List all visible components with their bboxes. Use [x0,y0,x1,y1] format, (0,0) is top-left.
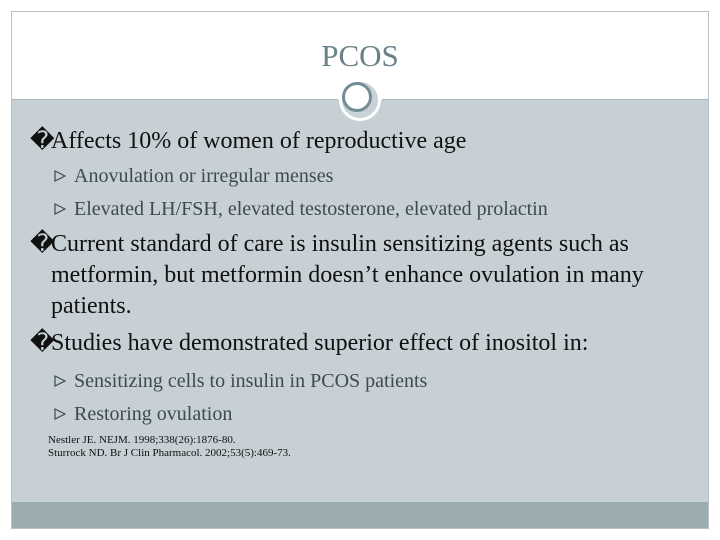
references: Nestler JE. NEJM. 1998;338(26):1876-80. … [30,434,695,460]
sub-bullet-item: Restoring ovulation [30,401,695,428]
bullet-item: �Affects 10% of women of reproductive ag… [30,126,695,157]
bullet-glyph-icon: � [30,128,55,154]
bullet-glyph-icon: � [30,231,55,257]
slide-frame [11,11,709,529]
chevron-right-icon [54,375,66,387]
sub-bullet-text: Elevated LH/FSH, elevated testosterone, … [74,198,548,220]
sub-bullet-item: Sensitizing cells to insulin in PCOS pat… [30,368,695,395]
bullet-text: Studies have demonstrated superior effec… [51,330,589,356]
reference-line: Sturrock ND. Br J Clin Pharmacol. 2002;5… [48,447,291,459]
title-divider-right [382,99,708,100]
bullet-text: Affects 10% of women of reproductive age [51,128,467,154]
sub-bullet-text: Anovulation or irregular menses [74,165,334,187]
chevron-right-icon [54,170,66,182]
slide-content: �Affects 10% of women of reproductive ag… [30,126,695,460]
sub-bullet-text: Restoring ovulation [74,403,233,425]
bullet-item: �Current standard of care is insulin sen… [30,229,695,322]
content-background [12,100,708,502]
bullet-item: �Studies have demonstrated superior effe… [30,328,695,359]
slide-title: PCOS [321,38,399,73]
bullet-text: Current standard of care is insulin sens… [51,231,644,319]
sub-bullet-item: Elevated LH/FSH, elevated testosterone, … [30,196,695,223]
title-divider-left [12,99,338,100]
chevron-right-icon [54,203,66,215]
bullet-glyph-icon: � [30,330,55,356]
sub-bullet-item: Anovulation or irregular menses [30,163,695,190]
footer-bar [12,502,708,528]
chevron-right-icon [54,408,66,420]
reference-line: Nestler JE. NEJM. 1998;338(26):1876-80. [48,434,236,446]
circle-ornament-ring [342,82,372,112]
sub-bullet-text: Sensitizing cells to insulin in PCOS pat… [74,370,428,392]
